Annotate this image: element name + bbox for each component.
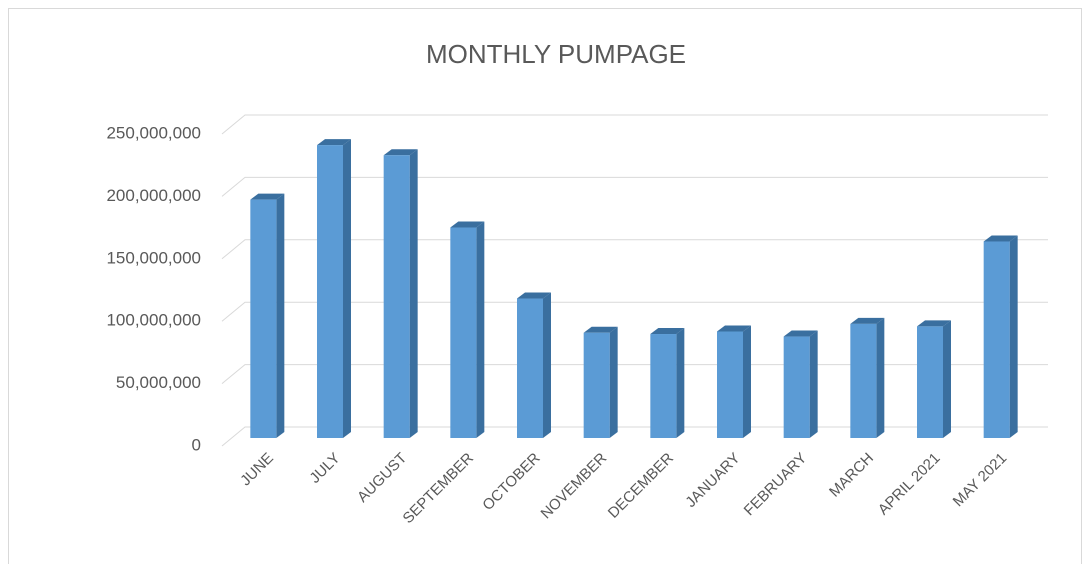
bar-top: [517, 292, 551, 299]
bar-side: [543, 292, 551, 438]
grid-line: [221, 301, 1048, 322]
bar-top: [583, 326, 618, 333]
x-tick-label: APRIL 2021: [875, 450, 944, 519]
bar-top: [850, 317, 885, 324]
x-tick-label: JANUARY: [682, 450, 743, 511]
bar-side: [1009, 235, 1018, 438]
bar-top: [917, 320, 951, 327]
x-tick-label: JUNE: [237, 450, 277, 490]
y-tick-label: 0: [192, 435, 201, 454]
bar-top: [983, 235, 1018, 242]
y-tick-label: 200,000,000: [106, 186, 201, 205]
bar-side: [409, 149, 418, 438]
x-tick-label: SEPTEMBER: [400, 450, 478, 528]
bar-top: [650, 328, 685, 335]
bar-side: [343, 139, 351, 439]
bar-top: [717, 325, 751, 332]
grid-line: [221, 176, 1048, 197]
bar-side: [609, 326, 618, 438]
x-tick-label: DECEMBER: [605, 449, 677, 521]
bar-side: [943, 320, 951, 438]
chart-border: [8, 8, 1082, 564]
bar: [583, 332, 610, 438]
x-tick-label: NOVEMBER: [538, 450, 611, 523]
bar-top: [383, 149, 418, 156]
bar: [717, 331, 743, 438]
bar: [650, 334, 677, 438]
bar-top: [317, 139, 351, 146]
bar: [917, 326, 943, 438]
bar-top: [250, 193, 285, 200]
chart-title: MONTHLY PUMPAGE: [426, 39, 686, 69]
bar-top: [450, 221, 485, 228]
y-tick-label: 150,000,000: [106, 248, 201, 267]
y-tick-label: 250,000,000: [106, 123, 201, 142]
y-tick-label: 100,000,000: [106, 311, 201, 330]
bar: [450, 227, 477, 438]
bar-side: [676, 328, 685, 438]
bar: [983, 241, 1010, 438]
bar: [383, 155, 410, 438]
grid-line: [221, 426, 1048, 447]
x-tick-label: AUGUST: [354, 450, 410, 506]
x-tick-label: MAY 2021: [950, 450, 1011, 511]
bar-side: [743, 325, 751, 438]
y-tick-label: 50,000,000: [116, 373, 201, 392]
x-tick-label: FEBRUARY: [741, 450, 811, 520]
bar-side: [876, 317, 885, 438]
bar: [517, 298, 543, 438]
bar-side: [276, 193, 285, 438]
bar: [250, 199, 277, 438]
bar: [783, 336, 810, 438]
grid-line: [221, 364, 1048, 384]
x-tick-label: MARCH: [826, 450, 877, 501]
bar: [850, 323, 877, 438]
bar: [317, 145, 343, 439]
grid-line: [221, 239, 1048, 260]
bar-side: [476, 221, 485, 438]
bar-top: [783, 330, 818, 337]
grid-line: [221, 114, 1048, 135]
bar-side: [809, 330, 818, 438]
x-tick-label: JULY: [306, 450, 343, 487]
x-tick-label: OCTOBER: [479, 449, 543, 513]
